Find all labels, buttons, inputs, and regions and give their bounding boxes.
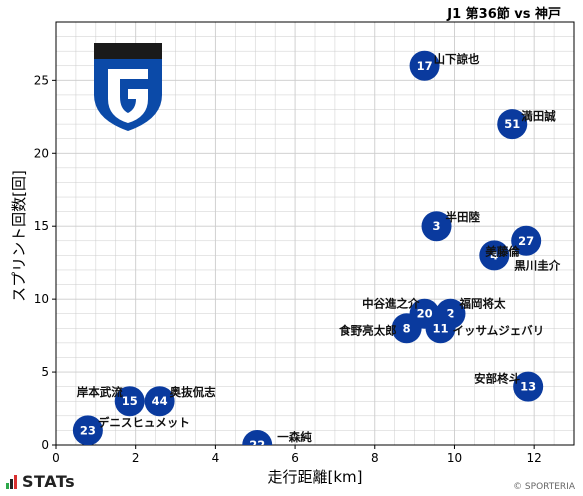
player-marker (479, 240, 510, 271)
player-number: 4 (490, 248, 498, 262)
player-name-label: デニスヒュメット (98, 415, 190, 429)
player-number: 51 (504, 117, 520, 131)
player-marker (513, 371, 544, 402)
player-name-label: 美藤倫 (485, 244, 520, 258)
player-marker (409, 50, 440, 81)
copyright-text: © SPORTERIA (513, 482, 575, 492)
player-number: 22 (249, 438, 265, 452)
y-axis-label: スプリント回数[回] (10, 170, 28, 302)
player-name-label: 岸本武流 (77, 385, 123, 399)
stats-brand-text: STATs (22, 472, 76, 491)
player-marker (144, 386, 175, 417)
player-number: 11 (433, 321, 449, 335)
y-tick-label: 25 (34, 73, 49, 87)
x-tick-label: 10 (447, 451, 462, 465)
x-tick-label: 12 (527, 451, 542, 465)
player-number: 27 (518, 234, 534, 248)
x-tick-label: 8 (371, 451, 379, 465)
player-name-label: 中谷進之介 (362, 297, 420, 311)
club-emblem-logo (94, 43, 162, 131)
player-name-label: 安部柊斗 (474, 372, 520, 386)
player-marker (242, 430, 273, 445)
y-tick-label: 10 (34, 292, 49, 306)
y-tick-label: 20 (34, 146, 49, 160)
plot-frame (55, 21, 575, 446)
player-number: 44 (152, 394, 168, 408)
match-title: J1 第36節 vs 神戸 (447, 7, 561, 22)
player-number: 8 (403, 321, 411, 335)
player-number: 3 (433, 219, 441, 233)
player-name-label: 福岡将太 (458, 297, 505, 311)
point-markers: 17 51 3 27 4 20 2 8 11 13 15 44 23 22 (72, 50, 544, 452)
player-number: 23 (80, 423, 96, 437)
player-name-label: 半田陸 (446, 210, 481, 224)
player-number: 13 (520, 380, 536, 394)
y-tick-label: 5 (41, 365, 49, 379)
axis-ticks: 0 2 4 6 8 10 12 0 5 10 15 20 25 (34, 73, 542, 465)
stats-brand-logo: STATs (6, 472, 75, 491)
player-marker (497, 109, 528, 140)
player-name-label: 黒川圭介 (514, 258, 560, 272)
player-number: 20 (417, 307, 433, 321)
player-name-label: イッサムジェバリ (453, 323, 545, 337)
y-tick-label: 15 (34, 219, 49, 233)
stats-bars-icon (6, 474, 18, 489)
player-name-label: 奥抜侃志 (169, 385, 216, 399)
player-marker (421, 211, 452, 242)
player-marker (391, 313, 422, 344)
y-tick-label: 0 (41, 438, 49, 452)
player-name-label: 山下諒也 (434, 52, 480, 66)
data-points: 17 51 3 27 4 20 2 8 11 13 15 44 23 22 山下諒也満田誠半田陸美藤倫黒川圭… (72, 50, 561, 452)
player-name-label: 一森純 (277, 430, 312, 444)
player-marker (114, 386, 145, 417)
player-number: 2 (446, 307, 454, 321)
x-axis-label: 走行距離[km] (267, 468, 362, 486)
player-number: 17 (417, 59, 433, 73)
player-marker (511, 225, 542, 256)
x-tick-label: 4 (212, 451, 220, 465)
x-tick-label: 6 (291, 451, 299, 465)
player-marker (425, 313, 456, 344)
player-marker (72, 415, 103, 445)
player-name-label: 満田誠 (521, 109, 556, 123)
x-tick-label: 2 (132, 451, 140, 465)
x-tick-label: 0 (52, 451, 60, 465)
player-number: 15 (122, 394, 138, 408)
player-name-label: 食野亮太郎 (339, 323, 397, 337)
